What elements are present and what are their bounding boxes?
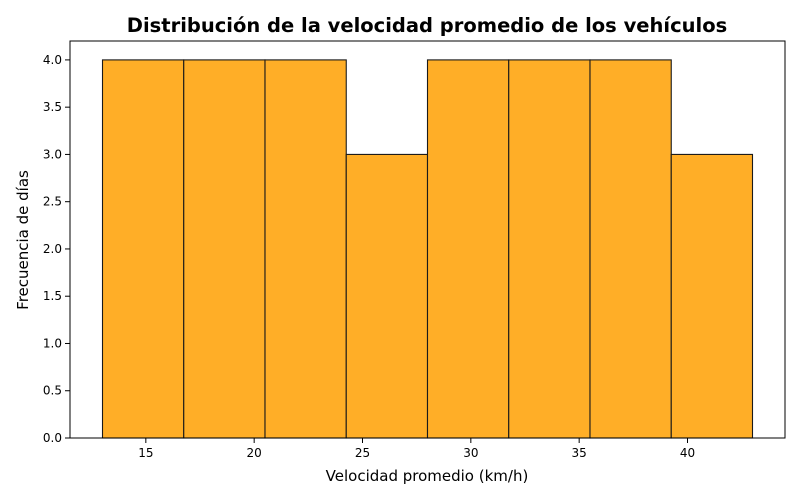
histogram-bar-4 bbox=[345, 153, 429, 439]
histogram-bar-6 bbox=[508, 59, 591, 439]
y-tick-label: 2.5 bbox=[43, 195, 62, 209]
x-tick-label: 15 bbox=[138, 446, 153, 460]
y-tick-label: 0.0 bbox=[43, 431, 62, 445]
chart-title: Distribución de la velocidad promedio de… bbox=[127, 14, 727, 37]
y-tick-label: 3.0 bbox=[43, 147, 62, 161]
histogram-bar-5 bbox=[426, 59, 510, 439]
x-tick-label: 30 bbox=[463, 446, 478, 460]
y-tick-label: 4.0 bbox=[43, 53, 62, 67]
x-tick-label: 20 bbox=[247, 446, 262, 460]
y-axis-label: Frecuencia de días bbox=[14, 170, 32, 310]
x-tick-label: 35 bbox=[572, 446, 587, 460]
y-tick-label: 3.5 bbox=[43, 100, 62, 114]
histogram-bar-1 bbox=[101, 59, 185, 439]
y-tick-label: 1.5 bbox=[43, 289, 62, 303]
histogram-bar-3 bbox=[264, 59, 347, 439]
y-tick-label: 1.0 bbox=[43, 336, 62, 350]
y-tick-label: 2.0 bbox=[43, 242, 62, 256]
y-tick-label: 0.5 bbox=[43, 384, 62, 398]
x-tick-label: 25 bbox=[355, 446, 370, 460]
x-axis-label: Velocidad promedio (km/h) bbox=[326, 467, 529, 485]
plot-frame bbox=[69, 40, 786, 439]
x-axis-ticks: 15 20 25 30 35 40 bbox=[138, 438, 695, 460]
y-axis-ticks: 0.0 0.5 1.0 1.5 2.0 2.5 3.0 3.5 4.0 bbox=[43, 53, 70, 445]
x-tick-label: 40 bbox=[680, 446, 695, 460]
histogram-bar-7 bbox=[589, 59, 672, 439]
histogram-bar-2 bbox=[183, 59, 266, 439]
bars-group bbox=[101, 59, 754, 439]
histogram-bar-8 bbox=[670, 153, 754, 439]
